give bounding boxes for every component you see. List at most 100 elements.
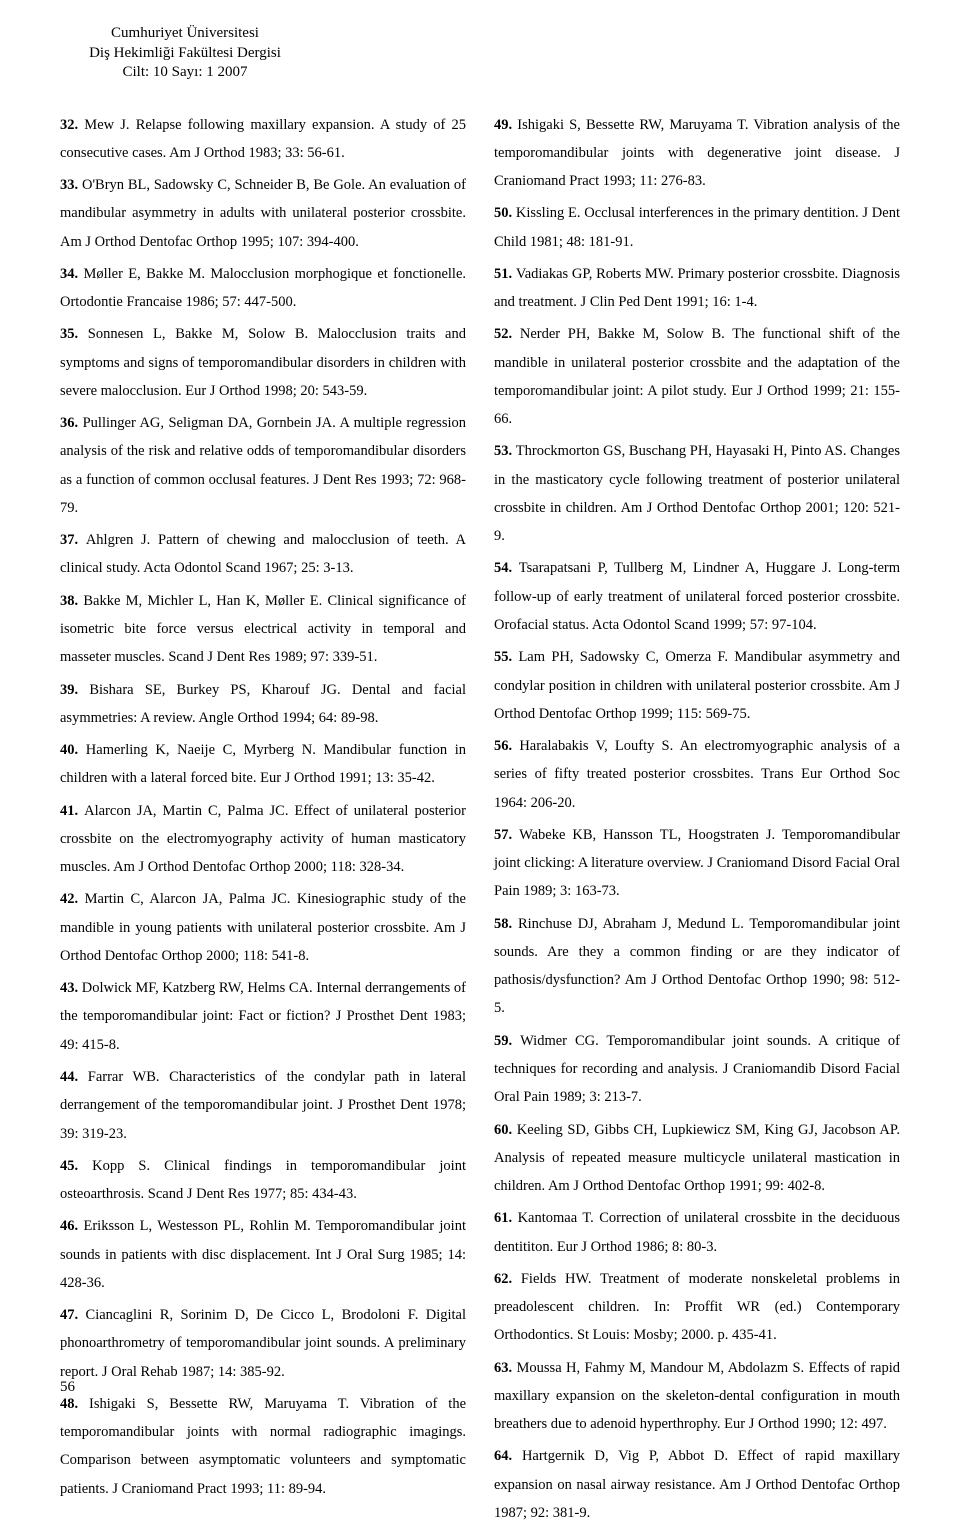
reference-number: 53.: [494, 443, 516, 459]
page-number: 56: [60, 1373, 75, 1402]
reference-text: Moussa H, Fahmy M, Mandour M, Abdolazm S…: [494, 1360, 900, 1433]
reference-text: O'Bryn BL, Sadowsky C, Schneider B, Be G…: [60, 177, 466, 250]
reference-item: 58. Rinchuse DJ, Abraham J, Medund L. Te…: [494, 910, 900, 1023]
reference-item: 42. Martin C, Alarcon JA, Palma JC. Kine…: [60, 885, 466, 970]
reference-text: Fields HW. Treatment of moderate nonskel…: [494, 1271, 900, 1344]
reference-number: 32.: [60, 117, 84, 133]
reference-item: 36. Pullinger AG, Seligman DA, Gornbein …: [60, 409, 466, 522]
reference-text: Ciancaglini R, Sorinim D, De Cicco L, Br…: [60, 1307, 466, 1380]
reference-item: 34. Møller E, Bakke M. Malocclusion morp…: [60, 260, 466, 317]
left-column: 32. Mew J. Relapse following maxillary e…: [60, 111, 466, 1531]
reference-item: 59. Widmer CG. Temporomandibular joint s…: [494, 1027, 900, 1112]
reference-number: 60.: [494, 1122, 517, 1138]
reference-text: Vadiakas GP, Roberts MW. Primary posteri…: [494, 266, 900, 310]
reference-item: 41. Alarcon JA, Martin C, Palma JC. Effe…: [60, 797, 466, 882]
reference-number: 44.: [60, 1069, 88, 1085]
reference-item: 47. Ciancaglini R, Sorinim D, De Cicco L…: [60, 1301, 466, 1386]
reference-number: 36.: [60, 415, 83, 431]
reference-item: 37. Ahlgren J. Pattern of chewing and ma…: [60, 526, 466, 583]
reference-item: 55. Lam PH, Sadowsky C, Omerza F. Mandib…: [494, 643, 900, 728]
reference-item: 56. Haralabakis V, Loufty S. An electrom…: [494, 732, 900, 817]
reference-number: 41.: [60, 803, 84, 819]
reference-number: 62.: [494, 1271, 521, 1287]
reference-item: 38. Bakke M, Michler L, Han K, Møller E.…: [60, 587, 466, 672]
reference-item: 52. Nerder PH, Bakke M, Solow B. The fun…: [494, 320, 900, 433]
journal-header: Cumhuriyet Üniversitesi Diş Hekimliği Fa…: [60, 24, 310, 83]
reference-text: Ishigaki S, Bessette RW, Maruyama T. Vib…: [494, 117, 900, 190]
reference-item: 45. Kopp S. Clinical findings in temporo…: [60, 1152, 466, 1209]
reference-number: 33.: [60, 177, 82, 193]
reference-text: Keeling SD, Gibbs CH, Lupkiewicz SM, Kin…: [494, 1122, 900, 1195]
reference-number: 46.: [60, 1218, 84, 1234]
reference-item: 39. Bishara SE, Burkey PS, Kharouf JG. D…: [60, 676, 466, 733]
reference-number: 63.: [494, 1360, 517, 1376]
reference-text: Bakke M, Michler L, Han K, Møller E. Cli…: [60, 593, 466, 666]
reference-item: 35. Sonnesen L, Bakke M, Solow B. Malocc…: [60, 320, 466, 405]
reference-number: 54.: [494, 560, 519, 576]
reference-item: 51. Vadiakas GP, Roberts MW. Primary pos…: [494, 260, 900, 317]
reference-text: Nerder PH, Bakke M, Solow B. The functio…: [494, 326, 900, 427]
reference-number: 42.: [60, 891, 85, 907]
reference-item: 43. Dolwick MF, Katzberg RW, Helms CA. I…: [60, 974, 466, 1059]
reference-item: 60. Keeling SD, Gibbs CH, Lupkiewicz SM,…: [494, 1116, 900, 1201]
right-column: 49. Ishigaki S, Bessette RW, Maruyama T.…: [494, 111, 900, 1531]
reference-text: Eriksson L, Westesson PL, Rohlin M. Temp…: [60, 1218, 466, 1291]
reference-text: Ahlgren J. Pattern of chewing and malocc…: [60, 532, 466, 576]
reference-text: Throckmorton GS, Buschang PH, Hayasaki H…: [494, 443, 900, 544]
reference-number: 49.: [494, 117, 517, 133]
reference-text: Tsarapatsani P, Tullberg M, Lindner A, H…: [494, 560, 900, 633]
reference-number: 39.: [60, 682, 89, 698]
reference-item: 62. Fields HW. Treatment of moderate non…: [494, 1265, 900, 1350]
reference-item: 32. Mew J. Relapse following maxillary e…: [60, 111, 466, 168]
reference-text: Haralabakis V, Loufty S. An electromyogr…: [494, 738, 900, 811]
reference-number: 58.: [494, 916, 518, 932]
reference-text: Kopp S. Clinical findings in temporomand…: [60, 1158, 466, 1202]
reference-number: 34.: [60, 266, 83, 282]
reference-text: Wabeke KB, Hansson TL, Hoogstraten J. Te…: [494, 827, 900, 900]
reference-number: 56.: [494, 738, 519, 754]
reference-number: 64.: [494, 1448, 522, 1464]
reference-text: Ishigaki S, Bessette RW, Maruyama T. Vib…: [60, 1396, 466, 1497]
reference-item: 64. Hartgernik D, Vig P, Abbot D. Effect…: [494, 1442, 900, 1527]
reference-item: 57. Wabeke KB, Hansson TL, Hoogstraten J…: [494, 821, 900, 906]
reference-text: Farrar WB. Characteristics of the condyl…: [60, 1069, 466, 1142]
reference-number: 35.: [60, 326, 88, 342]
reference-item: 53. Throckmorton GS, Buschang PH, Hayasa…: [494, 437, 900, 550]
reference-text: Martin C, Alarcon JA, Palma JC. Kinesiog…: [60, 891, 466, 964]
reference-item: 63. Moussa H, Fahmy M, Mandour M, Abdola…: [494, 1354, 900, 1439]
reference-text: Lam PH, Sadowsky C, Omerza F. Mandibular…: [494, 649, 900, 722]
header-line-3: Cilt: 10 Sayı: 1 2007: [60, 63, 310, 83]
reference-item: 33. O'Bryn BL, Sadowsky C, Schneider B, …: [60, 171, 466, 256]
reference-item: 49. Ishigaki S, Bessette RW, Maruyama T.…: [494, 111, 900, 196]
reference-item: 40. Hamerling K, Naeije C, Myrberg N. Ma…: [60, 736, 466, 793]
reference-text: Rinchuse DJ, Abraham J, Medund L. Tempor…: [494, 916, 900, 1017]
reference-number: 47.: [60, 1307, 86, 1323]
reference-text: Widmer CG. Temporomandibular joint sound…: [494, 1033, 900, 1106]
reference-number: 52.: [494, 326, 520, 342]
reference-text: Kissling E. Occlusal interferences in th…: [494, 205, 900, 249]
reference-number: 55.: [494, 649, 518, 665]
reference-item: 61. Kantomaa T. Correction of unilateral…: [494, 1204, 900, 1261]
reference-number: 37.: [60, 532, 86, 548]
reference-number: 43.: [60, 980, 82, 996]
reference-number: 50.: [494, 205, 516, 221]
reference-item: 44. Farrar WB. Characteristics of the co…: [60, 1063, 466, 1148]
reference-number: 38.: [60, 593, 83, 609]
reference-item: 48. Ishigaki S, Bessette RW, Maruyama T.…: [60, 1390, 466, 1503]
reference-text: Dolwick MF, Katzberg RW, Helms CA. Inter…: [60, 980, 466, 1053]
reference-text: Hamerling K, Naeije C, Myrberg N. Mandib…: [60, 742, 466, 786]
header-line-1: Cumhuriyet Üniversitesi: [60, 24, 310, 44]
reference-number: 45.: [60, 1158, 92, 1174]
reference-number: 59.: [494, 1033, 520, 1049]
references-columns: 32. Mew J. Relapse following maxillary e…: [60, 111, 900, 1531]
reference-text: Mew J. Relapse following maxillary expan…: [60, 117, 466, 161]
reference-item: 50. Kissling E. Occlusal interferences i…: [494, 199, 900, 256]
reference-text: Møller E, Bakke M. Malocclusion morphogi…: [60, 266, 466, 310]
reference-item: 54. Tsarapatsani P, Tullberg M, Lindner …: [494, 554, 900, 639]
reference-text: Bishara SE, Burkey PS, Kharouf JG. Denta…: [60, 682, 466, 726]
reference-number: 61.: [494, 1210, 518, 1226]
reference-text: Hartgernik D, Vig P, Abbot D. Effect of …: [494, 1448, 900, 1521]
header-line-2: Diş Hekimliği Fakültesi Dergisi: [60, 44, 310, 64]
reference-text: Kantomaa T. Correction of unilateral cro…: [494, 1210, 900, 1254]
reference-number: 40.: [60, 742, 86, 758]
